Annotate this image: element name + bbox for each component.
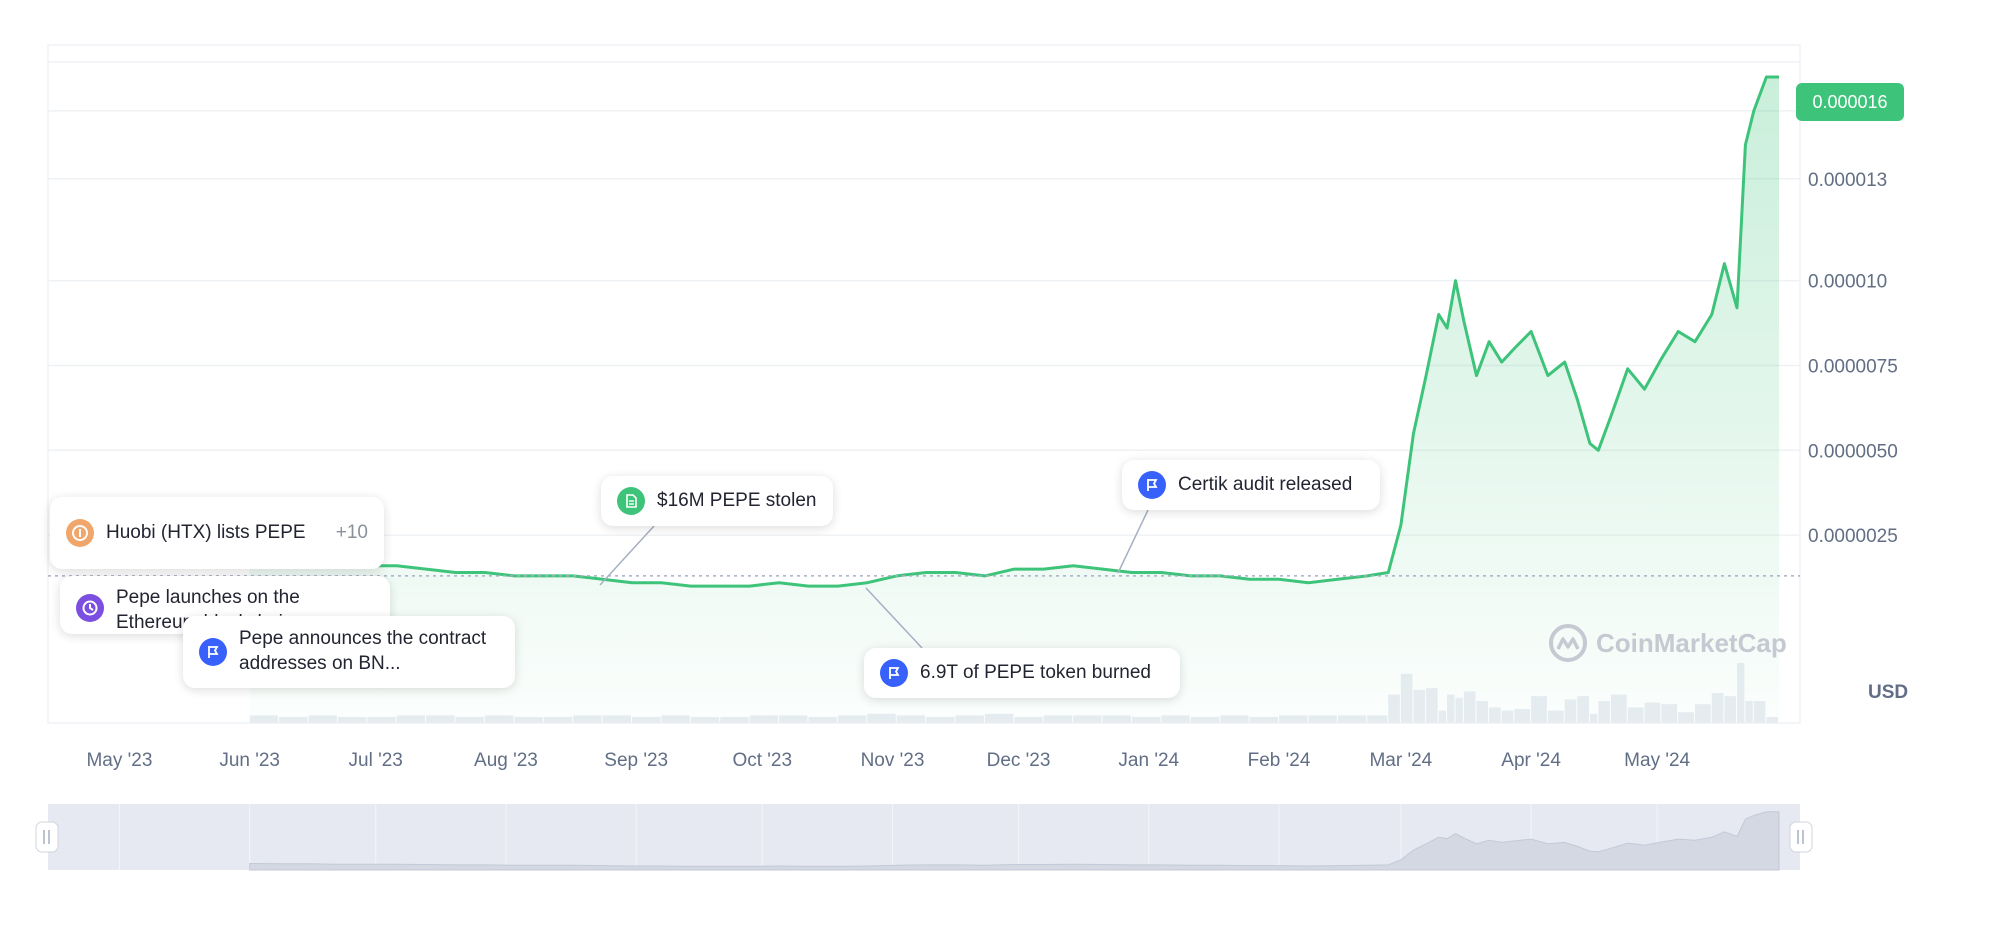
price-area: [249, 75, 1780, 723]
y-axis-ticks: 0.0000025 0.0000050 0.0000075 0.000010 0.000…: [1808, 102, 1898, 547]
event-label: Certik audit released: [1178, 473, 1353, 495]
event-card-token-burned[interactable]: 6.9T of PEPE token burned: [864, 648, 1180, 698]
x-tick-label: Jun '23: [219, 750, 280, 771]
x-tick-label: Jul '23: [349, 750, 403, 771]
x-tick-label: Mar '24: [1369, 750, 1432, 771]
x-tick-label: Apr '24: [1501, 750, 1561, 771]
event-label: $16M PEPE stolen: [657, 489, 817, 511]
flag-icon: [1138, 471, 1166, 499]
watermark: CoinMarketCap: [1548, 623, 1787, 663]
watermark-text: CoinMarketCap: [1596, 627, 1787, 658]
y-tick-label: 0.0000075: [1808, 356, 1898, 377]
current-price-badge: 0.000016: [1796, 83, 1904, 121]
y-tick-label: 0.000013: [1808, 170, 1887, 191]
event-count-badge[interactable]: +10: [335, 521, 368, 543]
navigator-handle-right[interactable]: [1789, 821, 1813, 853]
annotation-leader-line: [1117, 509, 1149, 574]
x-tick-label: May '23: [86, 750, 152, 771]
coin-icon: [66, 519, 94, 547]
annotation-leader-line: [865, 587, 923, 649]
time-navigator[interactable]: [35, 804, 1813, 871]
x-tick-label: Nov '23: [861, 750, 925, 771]
event-label: Huobi (HTX) lists PEPE: [106, 521, 306, 543]
x-tick-label: Oct '23: [732, 750, 792, 771]
y-tick-label: 0.000010: [1808, 272, 1887, 293]
x-tick-label: Aug '23: [474, 750, 538, 771]
annotation-leader-line: [599, 525, 655, 586]
price-line: [249, 75, 1779, 588]
flag-icon: [880, 659, 908, 687]
navigator-handle-left[interactable]: [35, 821, 59, 853]
event-card-certik-audit[interactable]: Certik audit released: [1122, 460, 1380, 510]
event-card-huobi-listing[interactable]: Huobi (HTX) lists PEPE +10: [50, 497, 384, 569]
price-area-fill: [249, 77, 1780, 723]
annotation-leaders: [599, 509, 1149, 649]
x-tick-label: Jan '24: [1118, 750, 1179, 771]
coinmarketcap-logo-icon: [1549, 624, 1587, 662]
x-tick-label: Dec '23: [987, 750, 1051, 771]
x-tick-label: Feb '24: [1248, 750, 1311, 771]
event-label: Pepe announces the contract addresses on…: [239, 628, 487, 674]
navigator-price-area: [249, 811, 1780, 871]
y-tick-label: 0.0000050: [1808, 441, 1898, 462]
event-card-pepe-stolen[interactable]: $16M PEPE stolen: [601, 476, 833, 526]
x-tick-label: May '24: [1624, 750, 1690, 771]
event-card-contract-addresses[interactable]: Pepe announces the contract addresses on…: [183, 616, 515, 688]
document-icon: [617, 487, 645, 515]
flag-icon: [199, 638, 227, 666]
x-axis-ticks: May '23 Jun '23 Jul '23 Aug '23 Sep '23 Oct '…: [86, 750, 1690, 771]
x-tick-label: Sep '23: [604, 750, 668, 771]
history-icon: [76, 594, 104, 622]
y-tick-label: 0.0000025: [1808, 526, 1898, 547]
event-label: 6.9T of PEPE token burned: [920, 661, 1151, 683]
currency-label: USD: [1868, 682, 1909, 703]
